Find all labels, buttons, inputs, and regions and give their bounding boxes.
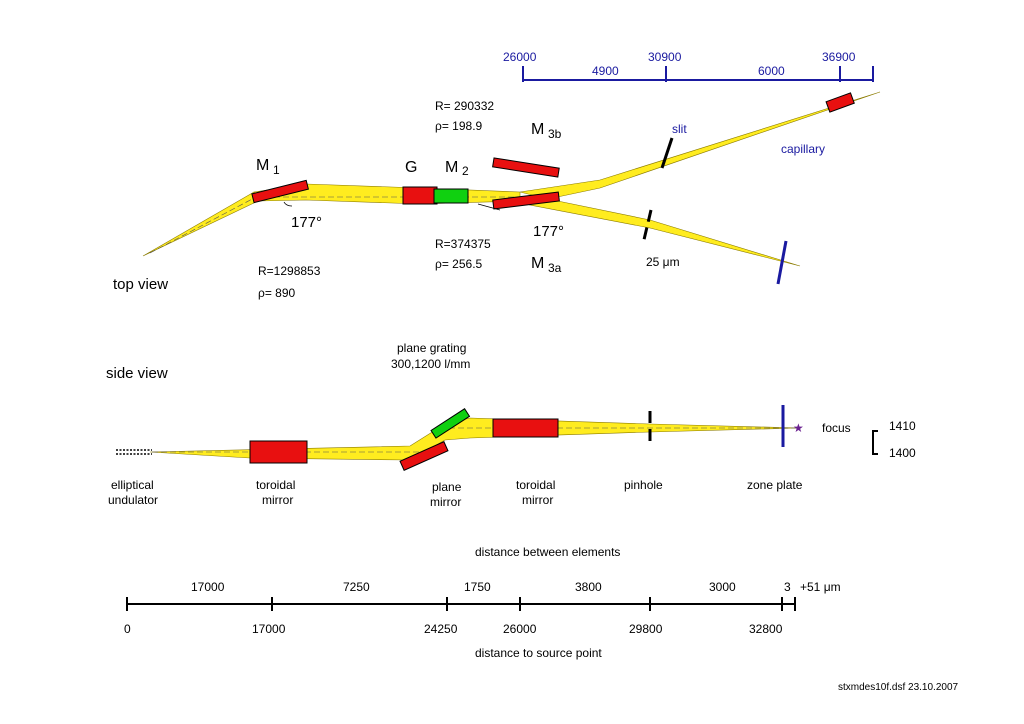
m3b-radius: R= 290332: [435, 99, 494, 113]
m2-label: M: [445, 159, 458, 176]
m2-subscript: 2: [462, 164, 469, 178]
top-scale-tick-label: 30900: [648, 50, 682, 64]
grating-g: [402, 186, 438, 205]
m3b-rho: ρ= 198.9: [435, 119, 483, 133]
top-scale-segment-label: 4900: [592, 64, 619, 78]
m1-label: M: [256, 157, 269, 174]
mirror-m2: [433, 188, 469, 204]
grating-label-line2: 300,1200 l/mm: [391, 357, 470, 371]
angle-label-m3: 177°: [533, 223, 564, 240]
element-label-line1: zone plate: [747, 478, 803, 492]
segment-length-label: 7250: [343, 580, 370, 594]
zone-plate-marker: [776, 240, 788, 285]
side-beam: [149, 417, 801, 461]
side-toroidal-mirror-2: [492, 418, 559, 438]
position-label: 0: [124, 622, 131, 636]
element-label-line1: plane: [432, 480, 462, 494]
focus-star-icon: ★: [793, 421, 804, 435]
segment-length-label: 17000: [191, 580, 225, 594]
mirror-m1: [251, 179, 309, 204]
element-label-line2: mirror: [430, 495, 461, 509]
element-label-line2: undulator: [108, 493, 158, 507]
element-label-line1: toroidal: [256, 478, 295, 492]
position-label: 17000: [252, 622, 286, 636]
m3b-subscript: 3b: [548, 127, 562, 141]
m1-radius: R=1298853: [258, 264, 321, 278]
segment-length-label: 3000: [709, 580, 736, 594]
segment-length-label: 3800: [575, 580, 602, 594]
top-scale-tick-label: 36900: [822, 50, 856, 64]
distance-between-title: distance between elements: [475, 545, 620, 559]
m3b-label: M: [531, 121, 544, 138]
capillary: [825, 92, 855, 113]
pinhole-size-label: 25 μm: [646, 255, 680, 269]
element-label-line1: elliptical: [111, 478, 154, 492]
undulator-icon: [116, 449, 152, 455]
m1-subscript: 1: [273, 163, 280, 177]
m3a-rho: ρ= 256.5: [435, 257, 483, 271]
mirror-m3a: [492, 191, 560, 210]
beam-source-to-m1: [142, 191, 259, 257]
position-label: 26000: [503, 622, 537, 636]
side-plane-mirror: [399, 441, 449, 471]
top-scale: 26000 30900 36900 4900 6000: [503, 50, 874, 82]
m3a-subscript: 3a: [548, 261, 562, 275]
top-view: top view M 1 G M 2 M 3b M 3a 177° 177° R…: [113, 91, 881, 300]
pinhole-marker: [641, 209, 653, 245]
position-label: 32800: [749, 622, 783, 636]
element-label-line2: mirror: [522, 493, 553, 507]
grating-label-line1: plane grating: [397, 341, 466, 355]
capillary-label: capillary: [781, 142, 825, 156]
beam-m3b-branch: [519, 91, 881, 200]
bottom-scale: distance between elements 17000 7250 175…: [124, 545, 841, 660]
element-label-line1: pinhole: [624, 478, 663, 492]
slit-label: slit: [672, 122, 687, 136]
g-label: G: [405, 159, 417, 176]
side-view-title: side view: [106, 365, 168, 382]
side-view: side view plane grating 300,1200 l/mm ★ …: [106, 341, 916, 509]
position-label: 24250: [424, 622, 458, 636]
element-label-line2: mirror: [262, 493, 293, 507]
element-label-line1: toroidal: [516, 478, 555, 492]
top-scale-tick-label: 26000: [503, 50, 537, 64]
top-scale-segment-label: 6000: [758, 64, 785, 78]
segment-length-label: 3: [784, 580, 791, 594]
top-view-title: top view: [113, 276, 168, 293]
m3a-label: M: [531, 255, 544, 272]
position-label: 29800: [629, 622, 663, 636]
angle-label-m1: 177°: [291, 214, 322, 231]
beam-axis: [149, 196, 257, 254]
slit-marker: [660, 137, 674, 169]
distance-to-source-title: distance to source point: [475, 646, 602, 660]
footer-filename: stxmdes10f.dsf 23.10.2007: [838, 682, 959, 693]
focus-upper-value: 1410: [889, 419, 916, 433]
focus-lower-value: 1400: [889, 446, 916, 460]
m1-rho: ρ= 890: [258, 286, 296, 300]
angle-arc-m1: [283, 201, 293, 207]
focus-label: focus: [822, 421, 851, 435]
segment-length-label: 1750: [464, 580, 491, 594]
side-grating: [430, 408, 471, 439]
focus-bracket: [872, 430, 878, 455]
m3a-radius: R=374375: [435, 237, 491, 251]
side-toroidal-mirror-1: [249, 440, 308, 464]
segment-length-label: +51 μm: [800, 580, 841, 594]
mirror-m3b: [492, 157, 560, 178]
angle-pointer-m3a: [477, 203, 501, 211]
